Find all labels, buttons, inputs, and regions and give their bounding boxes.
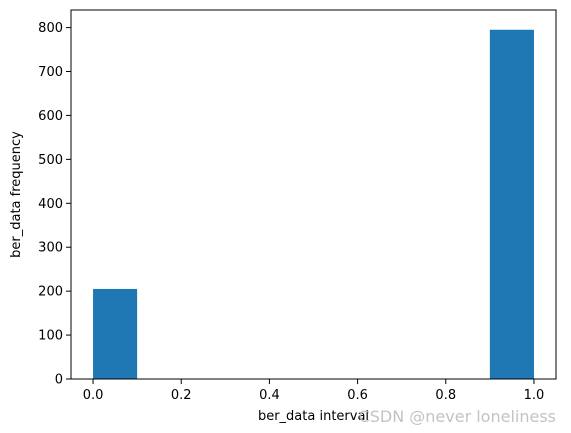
y-tick-label: 700 <box>38 65 63 80</box>
x-tick-label: 1.0 <box>524 388 545 403</box>
y-tick-label: 100 <box>38 329 63 344</box>
y-tick-label: 600 <box>38 109 63 124</box>
y-axis: 0 100 200 300 400 500 600 700 800 <box>38 21 71 388</box>
histogram-bar-1 <box>489 29 534 380</box>
plot-frame <box>70 9 557 380</box>
y-tick-label: 200 <box>38 285 63 300</box>
y-tick-label: 300 <box>38 241 63 256</box>
bars-group <box>93 29 534 380</box>
y-tick-label: 800 <box>38 21 63 36</box>
x-axis-label: ber_data interval <box>258 409 369 424</box>
y-tick-label: 500 <box>38 153 63 168</box>
y-axis-label: ber_data frequency <box>9 131 24 258</box>
y-tick-label: 0 <box>55 373 63 388</box>
x-tick-label: 0.8 <box>435 388 456 403</box>
x-tick-label: 0.2 <box>171 388 192 403</box>
x-tick-label: 0.6 <box>347 388 368 403</box>
y-tick-label: 400 <box>38 197 63 212</box>
watermark-text: CSDN @never loneliness <box>359 407 556 426</box>
histogram-bar-0 <box>93 288 138 379</box>
x-tick-label: 0.0 <box>83 388 104 403</box>
x-axis: 0.0 0.2 0.4 0.6 0.8 1.0 <box>83 379 545 403</box>
x-tick-label: 0.4 <box>259 388 280 403</box>
